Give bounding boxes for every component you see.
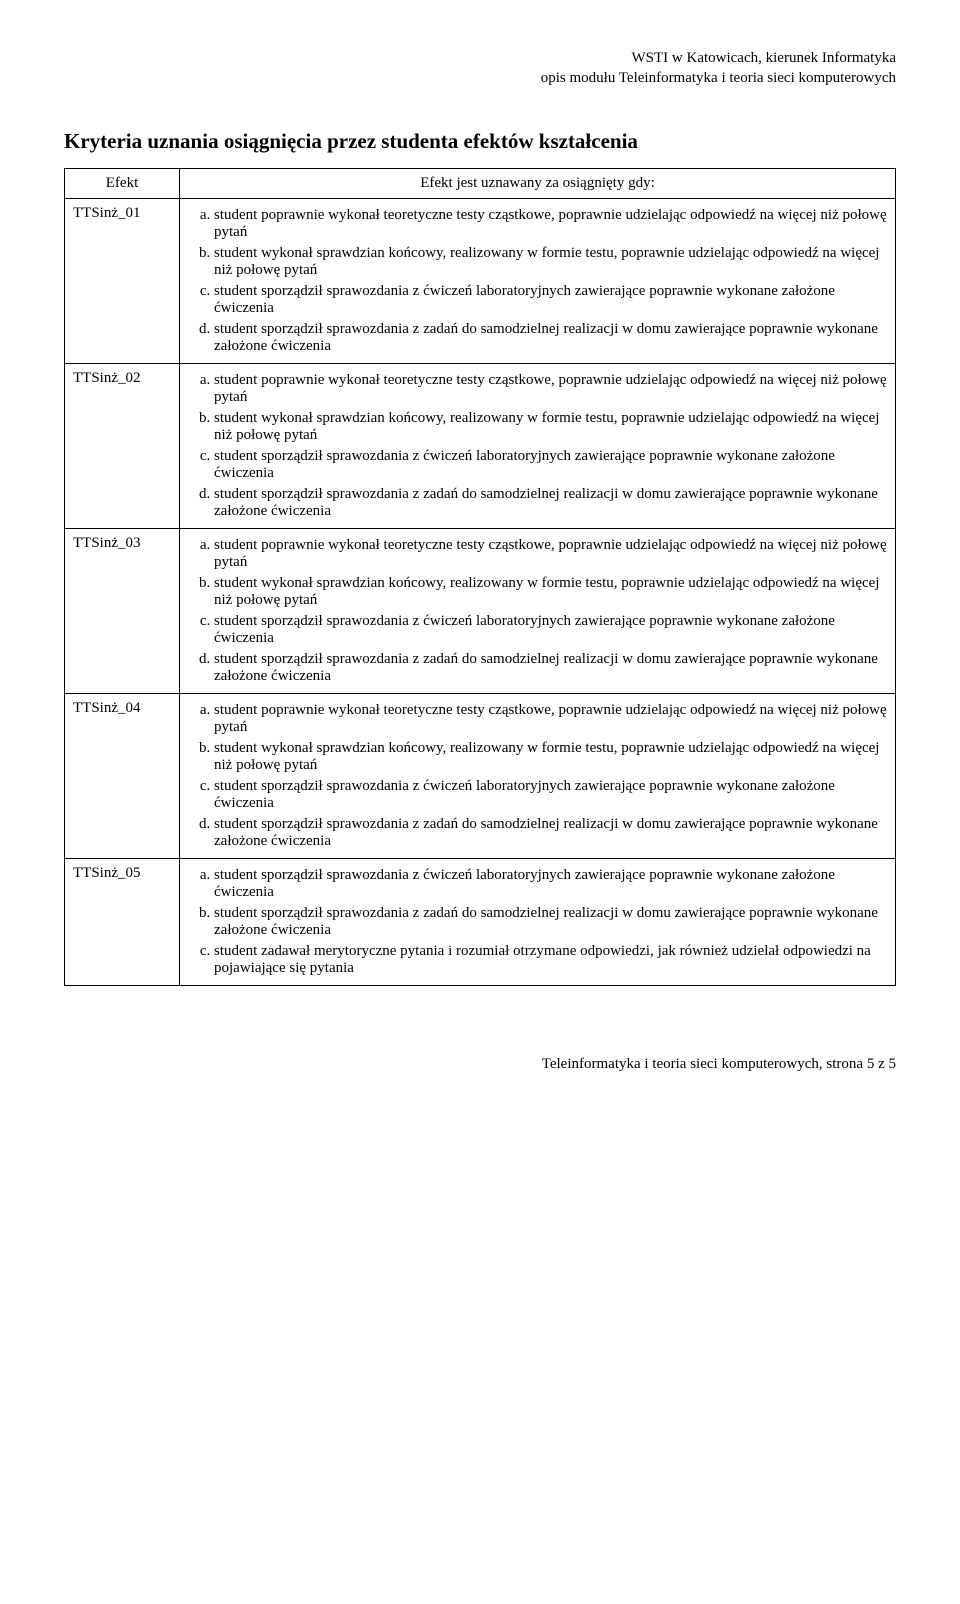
- criteria-item: student zadawał merytoryczne pytania i r…: [214, 941, 887, 979]
- header-line-1: WSTI w Katowicach, kierunek Informatyka: [64, 48, 896, 68]
- criteria-item: student sporządził sprawozdania z zadań …: [214, 814, 887, 852]
- header-line-2: opis modułu Teleinformatyka i teoria sie…: [64, 68, 896, 88]
- criteria-item: student poprawnie wykonał teoretyczne te…: [214, 205, 887, 243]
- table-row: TTSinż_01 student poprawnie wykonał teore…: [65, 198, 896, 363]
- effect-code: TTSinż_04: [65, 693, 180, 858]
- table-row: TTSinż_02 student poprawnie wykonał teore…: [65, 363, 896, 528]
- criteria-cell: student sporządził sprawozdania z ćwicze…: [180, 858, 896, 985]
- criteria-cell: student poprawnie wykonał teoretyczne te…: [180, 528, 896, 693]
- criteria-list: student sporządził sprawozdania z ćwicze…: [188, 865, 887, 979]
- criteria-item: student poprawnie wykonał teoretyczne te…: [214, 370, 887, 408]
- criteria-item: student sporządził sprawozdania z zadań …: [214, 319, 887, 357]
- page-footer: Teleinformatyka i teoria sieci komputero…: [64, 1056, 896, 1073]
- criteria-table: Efekt Efekt jest uznawany za osiągnięty …: [64, 168, 896, 986]
- table-row: TTSinż_03 student poprawnie wykonał teore…: [65, 528, 896, 693]
- page-title: Kryteria uznania osiągnięcia przez stude…: [64, 129, 896, 154]
- criteria-item: student sporządził sprawozdania z zadań …: [214, 649, 887, 687]
- criteria-list: student poprawnie wykonał teoretyczne te…: [188, 205, 887, 357]
- effect-code: TTSinż_03: [65, 528, 180, 693]
- criteria-cell: student poprawnie wykonał teoretyczne te…: [180, 693, 896, 858]
- effect-code: TTSinż_01: [65, 198, 180, 363]
- criteria-list: student poprawnie wykonał teoretyczne te…: [188, 370, 887, 522]
- criteria-item: student sporządził sprawozdania z ćwicze…: [214, 776, 887, 814]
- criteria-item: student wykonał sprawdzian końcowy, real…: [214, 738, 887, 776]
- criteria-item: student sporządził sprawozdania z ćwicze…: [214, 281, 887, 319]
- effect-code: TTSinż_05: [65, 858, 180, 985]
- criteria-item: student wykonał sprawdzian końcowy, real…: [214, 243, 887, 281]
- page-header: WSTI w Katowicach, kierunek Informatyka …: [64, 48, 896, 89]
- criteria-item: student sporządził sprawozdania z ćwicze…: [214, 446, 887, 484]
- criteria-list: student poprawnie wykonał teoretyczne te…: [188, 700, 887, 852]
- col-header-criteria: Efekt jest uznawany za osiągnięty gdy:: [180, 168, 896, 198]
- effect-code: TTSinż_02: [65, 363, 180, 528]
- criteria-list: student poprawnie wykonał teoretyczne te…: [188, 535, 887, 687]
- criteria-cell: student poprawnie wykonał teoretyczne te…: [180, 198, 896, 363]
- criteria-item: student sporządził sprawozdania z ćwicze…: [214, 611, 887, 649]
- criteria-item: student wykonał sprawdzian końcowy, real…: [214, 408, 887, 446]
- criteria-item: student sporządził sprawozdania z ćwicze…: [214, 865, 887, 903]
- table-row: TTSinż_04 student poprawnie wykonał teore…: [65, 693, 896, 858]
- criteria-item: student wykonał sprawdzian końcowy, real…: [214, 573, 887, 611]
- criteria-item: student poprawnie wykonał teoretyczne te…: [214, 700, 887, 738]
- criteria-cell: student poprawnie wykonał teoretyczne te…: [180, 363, 896, 528]
- criteria-item: student poprawnie wykonał teoretyczne te…: [214, 535, 887, 573]
- criteria-item: student sporządził sprawozdania z zadań …: [214, 484, 887, 522]
- table-row: TTSinż_05 student sporządził sprawozdania…: [65, 858, 896, 985]
- criteria-table-body: TTSinż_01student poprawnie wykonał teore…: [65, 198, 896, 985]
- col-header-effect: Efekt: [65, 168, 180, 198]
- criteria-item: student sporządził sprawozdania z zadań …: [214, 903, 887, 941]
